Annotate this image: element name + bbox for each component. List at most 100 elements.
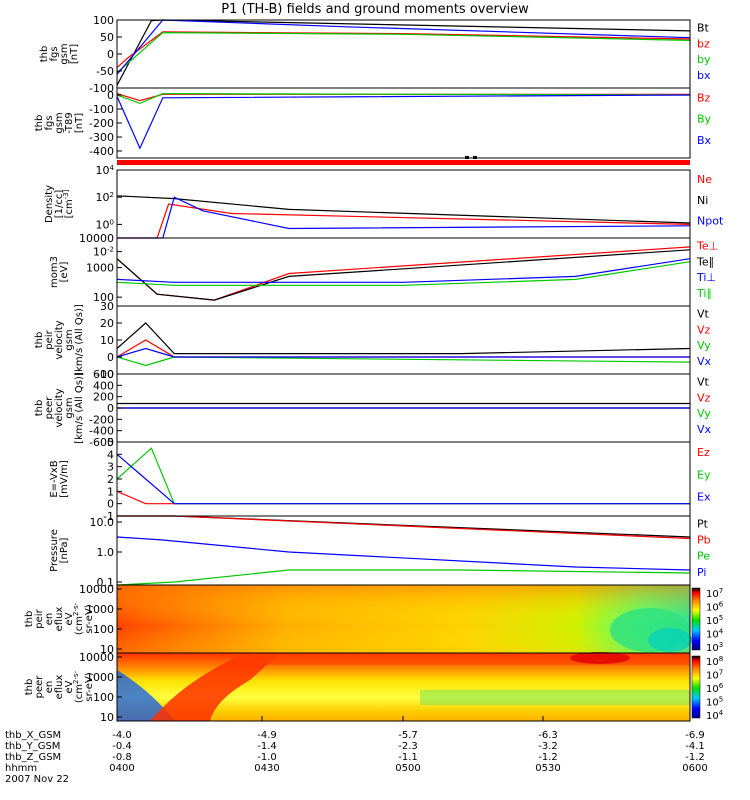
x-tick-label: -4.0 [112, 730, 132, 741]
panel-frame [116, 19, 691, 89]
legend-By: By [697, 113, 712, 126]
panel-5: 30 20 10 0 -10 thb peir velocity gsm [km/s (All Q… [34, 300, 712, 381]
y-axis-label: eV [64, 680, 75, 693]
colorbar-label: 103 [706, 641, 723, 654]
ion-spectrogram [117, 585, 692, 653]
series-line-Vz [116, 339, 690, 358]
y-axis-label: Density [44, 185, 55, 223]
y-axis-label: Pressure [49, 529, 60, 572]
y-axis-label: peir [34, 608, 45, 628]
y-axis-label: [nPa] [59, 537, 70, 563]
y-tick-label: 0 [107, 402, 114, 415]
y-tick-label: 50 [100, 31, 114, 44]
legend-Npot: Npot [697, 214, 724, 227]
colorbar-label: 106 [706, 682, 724, 695]
y-tick-label: 0.1 [97, 576, 115, 589]
ion-colorbar [691, 587, 701, 651]
x-tick-label: 0500 [395, 763, 420, 774]
y-axis-label: thb [24, 679, 35, 696]
panel-2: 0-100-200-300-400 thb fgs gsm -T89 [nT] Bz By Bx [34, 87, 712, 159]
y-axis-label: fgs [44, 115, 55, 130]
x-tick-label: -6.3 [538, 730, 558, 741]
legend-Ex: Ex [697, 491, 711, 504]
y-tick-label: 0 [107, 351, 114, 364]
legend-Vz: Vz [697, 391, 711, 404]
series-line-Ti∥ [116, 261, 691, 286]
series-line-by [116, 31, 691, 74]
panel-frame [116, 87, 691, 159]
panel-1: 100 50 0 -50 -100 thb fgs gsm [nT] Bt bz by bx [39, 14, 711, 95]
series-line-Ni [116, 195, 691, 224]
series-line-Pi [116, 536, 691, 571]
y-tick-label: -200 [89, 117, 114, 130]
x-tick-label: 0400 [109, 763, 134, 774]
legend-Bt: Bt [697, 22, 710, 35]
y-tick-label: 10000 [79, 583, 114, 596]
y-tick-label: 4 [107, 448, 114, 461]
x-tick-label: -4.1 [685, 741, 705, 752]
y-axis-label: [eV] [59, 262, 70, 283]
legend-Ey: Ey [697, 468, 711, 481]
y-tick-label: 102 [96, 191, 114, 204]
legend-Vx: Vx [697, 423, 712, 436]
y-tick-label: 20 [100, 317, 114, 330]
y-tick-label: 0 [107, 498, 114, 511]
electron-peak-region [570, 652, 630, 664]
panel-8: 10.0 1.0 0.1 Pressure [nPa] Pt Pb Pe Pi [49, 515, 711, 589]
x-axis-row-label: thb_Y_GSM [5, 741, 60, 752]
x-axis: thb_X_GSM -4.0 -4.9 -5.7 -6.3 -6.9 thb_Y_GSM -0… [5, 716, 708, 785]
series-line-Pb [117, 515, 691, 540]
y-tick-label: 100 [93, 623, 114, 636]
y-axis-label: thb [24, 611, 35, 628]
y-tick-label: -10 [96, 368, 114, 381]
y-tick-label: -200 [89, 413, 114, 426]
electron-mid-energy-band [420, 690, 690, 705]
y-tick-label: 1000 [86, 262, 114, 275]
y-axis-label: peir [44, 329, 55, 349]
legend-Vx: Vx [697, 355, 712, 368]
y-axis-label: sr-eV) [84, 604, 95, 633]
y-tick-label: 10-2 [93, 246, 114, 259]
y-tick-label: 1 [107, 485, 114, 498]
legend-Ti∥: Ti∥ [696, 287, 712, 300]
legend-Bx: Bx [697, 134, 712, 147]
x-tick-label: -0.4 [112, 741, 132, 752]
legend-Bz: Bz [697, 91, 711, 104]
y-tick-label: 400 [93, 379, 114, 392]
x-tick-label: -4.9 [257, 730, 277, 741]
legend-Pe: Pe [697, 550, 710, 563]
x-tick-label: -1.2 [538, 752, 558, 763]
y-tick-label: 1.0 [97, 546, 115, 559]
x-tick-label: -1.4 [257, 741, 277, 752]
y-tick-label: 100 [93, 691, 114, 704]
series-line-Bt [116, 19, 691, 86]
y-tick-label: -300 [89, 131, 114, 144]
legend-bx: bx [697, 69, 711, 82]
legend-by: by [697, 53, 711, 66]
legend-Ti⊥: Ti⊥ [696, 271, 716, 284]
x-tick-label: -5.7 [398, 730, 418, 741]
y-tick-label: 1000 [86, 671, 114, 684]
y-tick-label: 104 [96, 164, 115, 177]
y-axis-label: [nT] [69, 44, 80, 64]
y-tick-label: 10 [100, 711, 114, 724]
panel-frame [116, 441, 691, 517]
y-axis-label: fgs [49, 46, 60, 61]
y-axis-label: velocity [54, 388, 65, 427]
y-axis-label: gsm [64, 397, 75, 418]
legend-Vy: Vy [697, 339, 711, 352]
y-tick-label: 600 [93, 368, 114, 381]
legend-Vt: Vt [697, 308, 710, 321]
ion-low-flux-core [648, 628, 692, 652]
legend-Pt: Pt [697, 518, 709, 531]
y-tick-label: -600 [89, 436, 114, 449]
x-tick-label: -0.8 [112, 752, 132, 763]
y-axis-label: thb [34, 332, 45, 349]
date-label: 2007 Nov 22 [5, 774, 69, 785]
legend-Te⊥: Te⊥ [696, 240, 718, 253]
legend-Pb: Pb [697, 534, 711, 547]
